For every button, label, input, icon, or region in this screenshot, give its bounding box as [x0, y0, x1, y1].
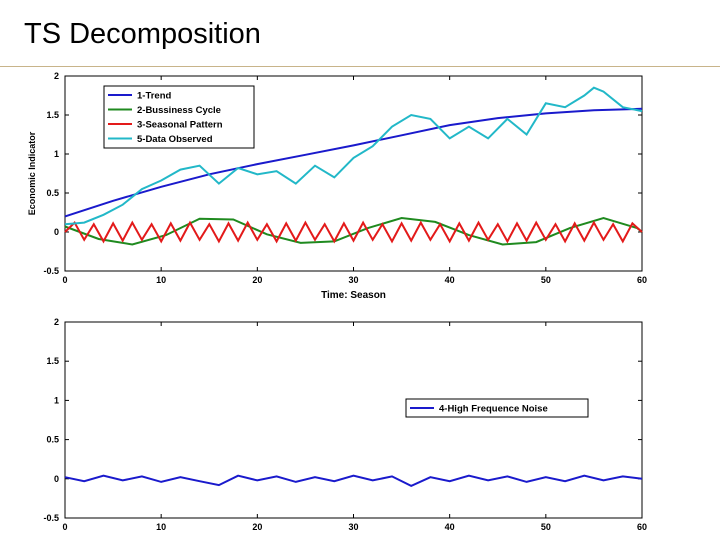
chart1-series-line-1 [64, 107, 643, 218]
chart1-x-tick-label: 50 [541, 275, 551, 285]
chart1-y-tick-label: 1.5 [46, 110, 59, 120]
chart2-legend-label-1: 4-High Frequence Noise [439, 404, 548, 415]
chart1-x-tick-label: 0 [62, 275, 67, 285]
chart1-x-tick-label: 20 [252, 275, 262, 285]
chart1-x-tick-label: 60 [637, 275, 647, 285]
chart2-x-tick-label: 10 [156, 522, 166, 532]
slide-title: TS Decomposition [24, 18, 261, 50]
chart2-x-tick-label: 30 [348, 522, 358, 532]
chart2-legend-box [405, 398, 589, 418]
chart1-series-line-2 [64, 216, 643, 246]
chart1-y-tick-label: 0.5 [46, 188, 59, 198]
chart1-legend-label-1: 1-Trend [137, 91, 172, 102]
chart1-legend-label-4: 5-Data Observed [137, 134, 213, 145]
chart1-y-tick-label: 2 [54, 71, 59, 81]
chart2-x-tick-label: 40 [445, 522, 455, 532]
chart2-y-tick-label: 0.5 [46, 435, 59, 445]
chart2-y-tick-label: -0.5 [43, 513, 59, 523]
chart1-y-tick-label: 0 [54, 227, 59, 237]
chart2-y-tick-label: 1.5 [46, 356, 59, 366]
chart2-plot-area [64, 321, 643, 519]
chart1-legend-label-2: 2-Bussiness Cycle [137, 105, 221, 116]
chart1-series-line-4 [64, 86, 643, 226]
chart2-x-tick-label: 0 [62, 522, 67, 532]
chart1-y-tick-label: 1 [54, 149, 59, 159]
chart2-x-tick-label: 50 [541, 522, 551, 532]
chart2-x-tick-label: 60 [637, 522, 647, 532]
chart1-y-axis-label: Economic Indicator [27, 131, 37, 215]
chart1-series-line-3 [64, 220, 643, 244]
chart2-y-tick-label: 1 [54, 395, 59, 405]
chart1-y-tick-label: -0.5 [43, 266, 59, 276]
chart2-x-tick-label: 20 [252, 522, 262, 532]
chart2-y-tick-label: 0 [54, 474, 59, 484]
chart1-x-tick-label: 30 [348, 275, 358, 285]
title-divider [0, 66, 720, 67]
chart2-series-line-1 [64, 474, 643, 488]
chart2-y-tick-label: 2 [54, 317, 59, 327]
chart1-x-axis-label: Time: Season [321, 290, 386, 301]
chart1-x-tick-label: 10 [156, 275, 166, 285]
chart1-legend-label-3: 3-Seasonal Pattern [137, 120, 223, 131]
chart1-x-tick-label: 40 [445, 275, 455, 285]
